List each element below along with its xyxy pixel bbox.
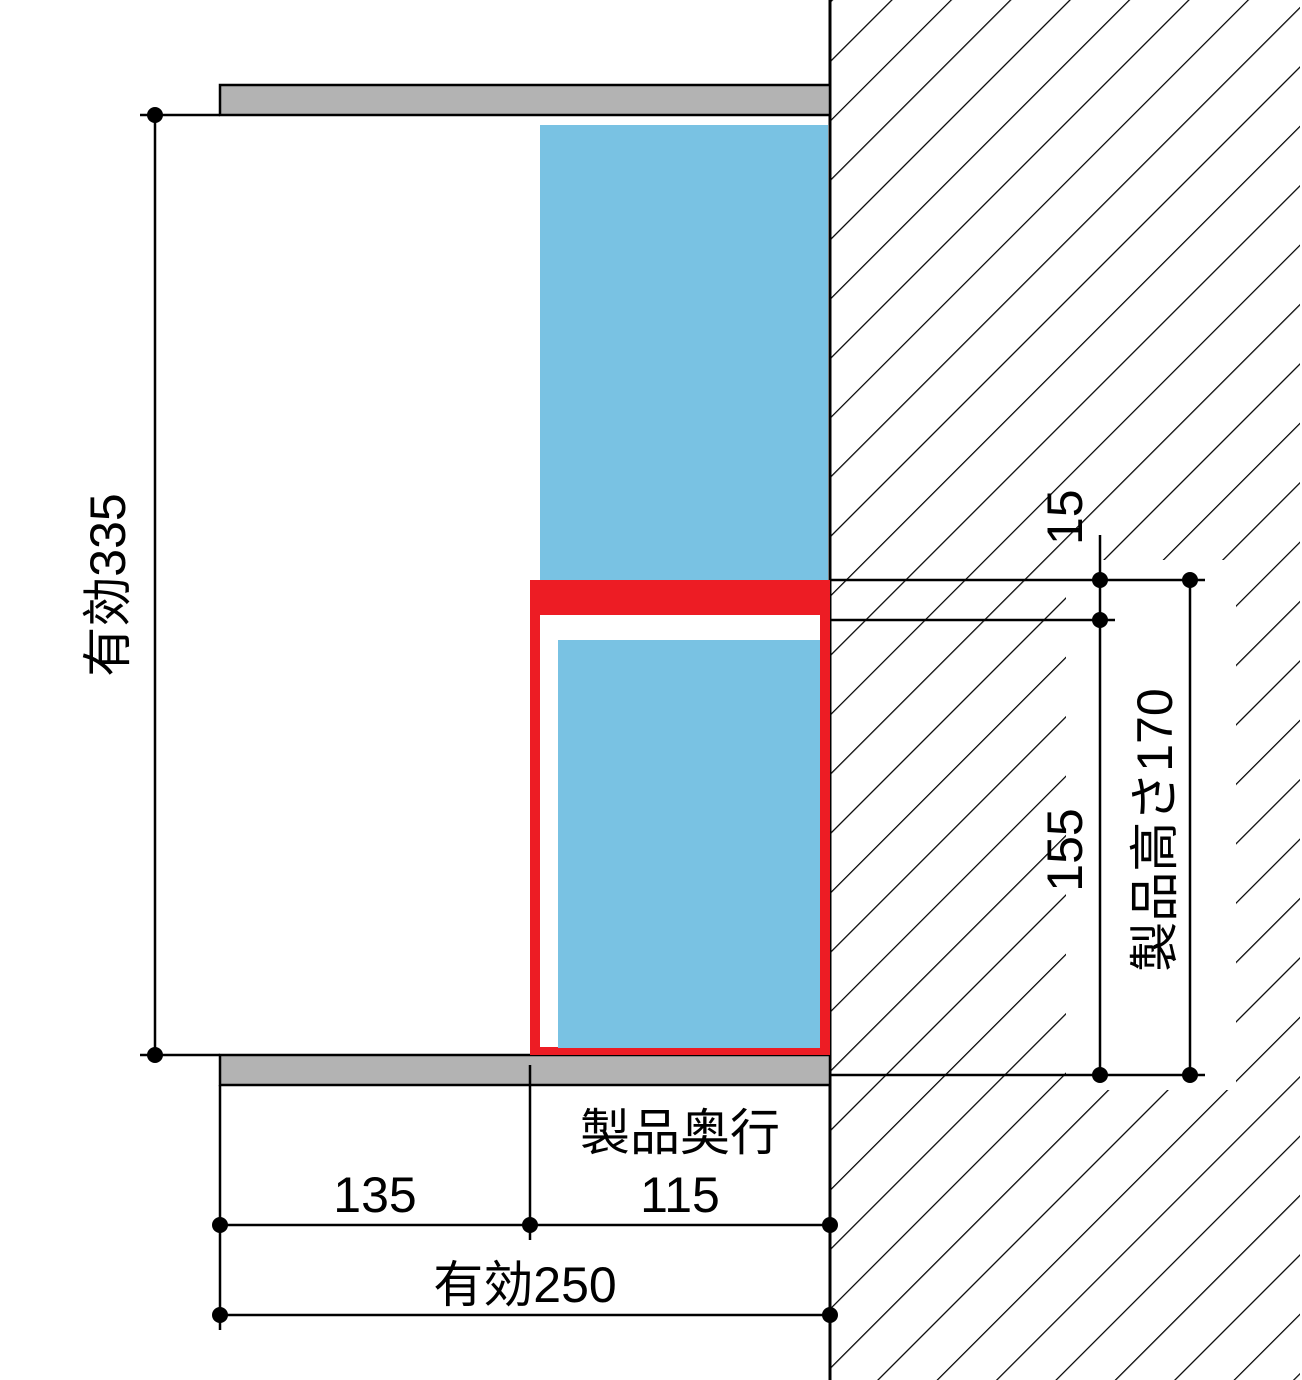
dim-15-label: 15 — [1037, 489, 1093, 545]
dim-250-label: 有効250 — [433, 1257, 616, 1313]
dim-115-extra-label: 製品奥行 — [580, 1105, 780, 1161]
shelf-bottom — [220, 1055, 830, 1085]
dimension-diagram: 有効335 15 155 製品高さ170 135 製品奥行 11 — [0, 0, 1302, 1380]
dim-170-label: 製品高さ170 — [1127, 688, 1183, 971]
shelf-top — [220, 85, 830, 115]
dim-effective-height-label: 有効335 — [80, 493, 136, 676]
dim-effective-height: 有効335 — [80, 107, 220, 1063]
blue-block-upper — [540, 125, 828, 580]
blue-block-lower — [558, 640, 820, 1048]
dim-135-label: 135 — [333, 1167, 416, 1223]
dim-155-label: 155 — [1037, 808, 1093, 891]
dim-bottom-group: 135 製品奥行 115 有効250 — [212, 1065, 838, 1330]
dim-115-label: 115 — [640, 1167, 720, 1223]
